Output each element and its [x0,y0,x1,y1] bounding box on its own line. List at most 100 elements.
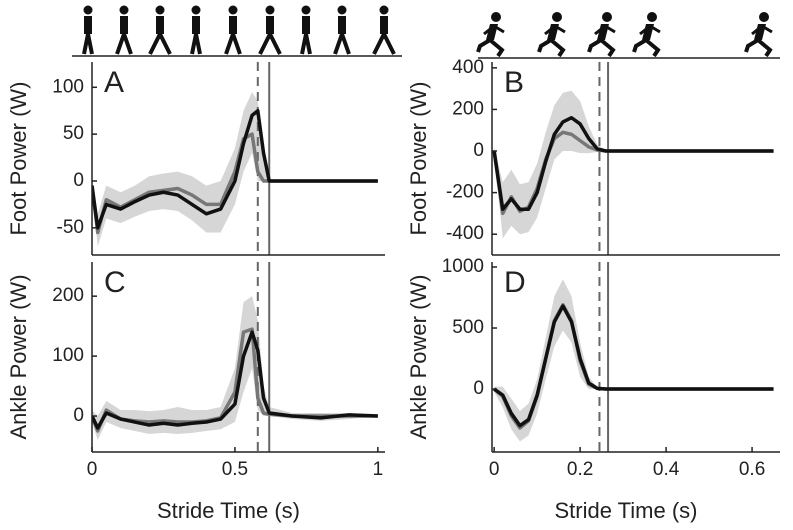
y-axis-label: Ankle Power (W) [6,274,31,439]
y-tick-label: 0 [473,140,484,161]
icon-legs [372,33,396,55]
icon-arms [544,24,566,36]
plot-area [493,262,774,452]
icon-legs [537,38,566,58]
icon-legs [333,33,351,55]
y-tick-label: 0 [73,170,84,191]
series-line [92,330,378,430]
runner-icon [537,12,566,58]
plot-area [492,62,774,255]
y-axis-label: Foot Power (W) [406,81,431,235]
icon-legs [476,38,505,58]
icon-legs [148,33,172,55]
icon-head [265,5,275,15]
icon-head [647,12,657,22]
icon-head [191,5,201,15]
plot-area [92,62,378,255]
x-tick-label: 0.4 [653,459,680,480]
runner-icon [632,12,661,58]
icon-head [83,5,93,15]
x-tick-label: 0 [489,459,500,480]
x-tick-label: 0.5 [222,459,248,480]
x-axis-label: Stride Time (s) [554,498,697,523]
icon-body [338,16,346,34]
y-tick-label: 400 [452,57,484,78]
band [494,90,774,239]
icon-legs [744,38,773,58]
icon-head [119,5,129,15]
series-line [492,115,774,211]
y-tick-label: 50 [63,123,84,144]
walker-icon [115,5,133,55]
icon-head [379,5,389,15]
x-tick-label: 0.2 [567,459,593,480]
y-tick-label: 200 [52,285,84,306]
icon-body [229,16,237,34]
gait-icons [72,5,780,59]
icon-body [84,16,92,34]
icon-legs [587,38,616,58]
y-tick-label: 0 [73,405,84,426]
icon-head [228,5,238,15]
icon-legs [115,33,133,55]
y-tick-label: -400 [446,223,484,244]
y-tick-label: 500 [452,317,484,338]
plot-area [92,262,378,452]
icon-head [602,12,612,22]
x-tick-label: 0 [87,459,98,480]
icon-head [155,5,165,15]
icon-legs [190,33,202,55]
y-tick-label: 200 [452,98,484,119]
icon-body [380,16,388,34]
panel-label: C [104,266,126,299]
icon-legs [632,38,661,58]
icon-head [491,12,501,22]
runner-icon [476,12,505,58]
icon-arms [639,24,661,36]
walker-icon [258,5,282,55]
walker-icon [224,5,242,55]
series-line [92,108,378,230]
walker-icon [372,5,396,55]
icon-arms [483,24,505,36]
x-tick-label: 0.6 [739,459,765,480]
runner-icon [744,12,773,58]
icon-legs [258,33,282,55]
icon-head [337,5,347,15]
icon-arms [751,24,773,36]
y-tick-label: 1000 [442,256,484,277]
x-axis-label: Stride Time (s) [157,498,300,523]
y-axis-label: Foot Power (W) [6,81,31,235]
walker-icon [190,5,202,55]
icon-body [302,16,310,34]
walker-icon [148,5,172,55]
icon-body [120,16,128,34]
y-tick-label: -50 [57,217,84,238]
walker-icon [82,5,94,55]
icon-arms [594,24,616,36]
icon-body [192,16,200,34]
x-tick-label: 1 [373,459,384,480]
y-tick-label: 100 [52,345,84,366]
walker-icon [300,5,312,55]
icon-head [759,12,769,22]
band [494,279,774,442]
panel-label: D [504,266,526,299]
icon-head [552,12,562,22]
y-tick-label: -200 [446,182,484,203]
icon-body [266,16,274,34]
series-line [493,304,774,428]
runner-icon [587,12,616,58]
icon-head [301,5,311,15]
icon-legs [300,33,312,55]
band [92,296,378,441]
panel-label: A [104,66,124,99]
panel-label: B [504,66,524,99]
icon-body [156,16,164,34]
icon-legs [82,33,94,55]
walker-icon [333,5,351,55]
y-axis-label: Ankle Power (W) [406,274,431,439]
icon-legs [224,33,242,55]
y-tick-label: 100 [52,76,84,97]
